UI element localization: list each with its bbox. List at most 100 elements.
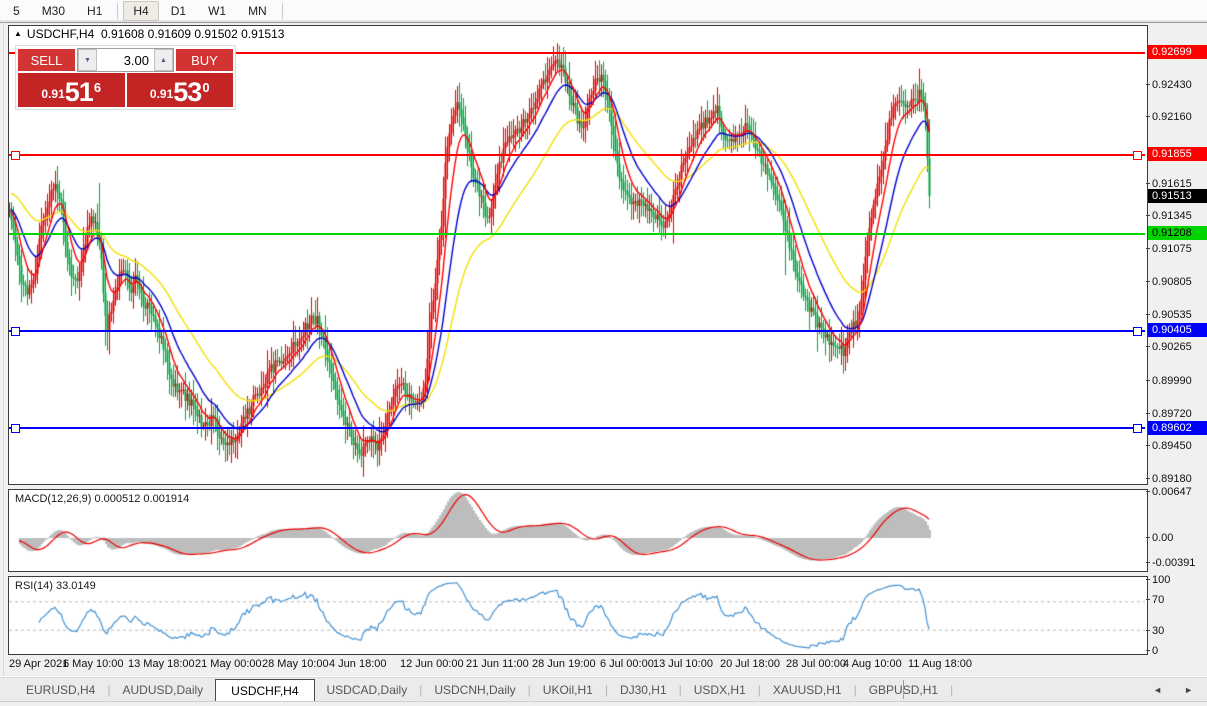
current-price-badge: 0.91513 (1148, 188, 1207, 203)
horizontal-line-0.92699[interactable] (9, 51, 1145, 54)
chart-tabs: EURUSD,H4 | AUDUSD,Daily USDCHF,H4 USDCAD,Da… (14, 677, 953, 702)
rsi-axis-label: 30 (1152, 625, 1165, 637)
tabs-scroll-right-icon[interactable]: ► (1184, 684, 1193, 695)
rsi-axis-label: 100 (1152, 574, 1171, 586)
price-tick-label: 0.89180 (1152, 473, 1192, 486)
rsi-axis-label: 70 (1152, 594, 1165, 606)
time-axis-label: 13 May 18:00 (128, 658, 195, 670)
price-tick-label: 0.90535 (1152, 308, 1192, 321)
line-handle[interactable] (11, 424, 20, 434)
price-axis[interactable]: 0.92430 0.92160 0.91615 0.91345 0.91075 0.908… (1148, 0, 1207, 706)
price-tick-label: 0.89450 (1152, 440, 1192, 453)
macd-axis-label: 0.00 (1152, 532, 1174, 544)
ask-price-pip: 0 (202, 80, 210, 95)
time-axis-label: 28 May 10:00 (262, 658, 329, 670)
tab-separator: | (419, 682, 423, 697)
tab-separator: | (853, 682, 857, 697)
chart-tab-usdcnh[interactable]: USDCNH,Daily (434, 682, 516, 697)
volume-increase-icon[interactable]: ▲ (154, 49, 173, 71)
toolbar-separator (281, 3, 283, 19)
volume-stepper: ▼ 3.00 ▲ (77, 48, 174, 72)
time-axis-label: 21 May 00:00 (195, 658, 262, 670)
macd-panel: MACD(12,26,9) 0.000512 0.001914 (8, 489, 1148, 572)
chart-title: ▲ USDCHF,H4 0.91608 0.91609 0.91502 0.915… (14, 27, 284, 41)
timeframe-toolbar: 5 M30 H1 H4 D1 W1 MN (0, 0, 1207, 23)
macd-axis-label: -0.00391 (1152, 557, 1196, 569)
horizontal-line-0.89602[interactable] (9, 427, 1145, 430)
buy-button[interactable]: BUY (176, 49, 233, 71)
rsi-canvas[interactable] (9, 577, 1145, 652)
toolbar-separator (117, 3, 119, 19)
time-axis-label: 6 May 10:00 (63, 658, 124, 670)
one-click-trade-panel: SELL ▼ 3.00 ▲ BUY 0.91 51 6 0.91 53 0 (15, 45, 236, 110)
rsi-panel: RSI(14) 33.0149 (8, 576, 1148, 655)
sell-button[interactable]: SELL (18, 49, 75, 71)
level-price-badge: 0.91855 (1148, 147, 1207, 162)
time-axis-label: 4 Aug 10:00 (843, 658, 902, 670)
chart-tab-bar: EURUSD,H4 | AUDUSD,Daily USDCHF,H4 USDCAD,Da… (0, 676, 1207, 702)
price-tick-label: 0.91075 (1152, 243, 1192, 256)
time-axis-label: 28 Jun 19:00 (532, 658, 596, 670)
time-axis-label: 11 Aug 18:00 (908, 658, 973, 670)
time-axis-label: 4 Jun 18:00 (329, 658, 387, 670)
chart-tab-usdx[interactable]: USDX,H1 (693, 682, 746, 697)
rsi-label: RSI(14) 33.0149 (15, 580, 96, 592)
ohlc-quotes: 0.91608 0.91609 0.91502 0.91513 (100, 27, 285, 41)
level-price-badge: 0.91208 (1148, 226, 1207, 240)
chart-tab-ukoil[interactable]: UKOil,H1 (542, 682, 593, 697)
timeframe-button-5[interactable]: 5 (13, 4, 20, 18)
tabs-scroll-left-icon[interactable]: ◄ (1153, 684, 1163, 695)
sell-price-box[interactable]: 0.91 51 6 (18, 73, 125, 107)
tab-separator: | (604, 682, 608, 697)
chart-tab-dj30[interactable]: DJ30,H1 (619, 682, 667, 697)
timeframe-button-h4[interactable]: H4 (123, 1, 159, 21)
macd-canvas[interactable] (9, 490, 1145, 569)
line-handle[interactable] (1133, 150, 1142, 160)
horizontal-line-0.91855[interactable] (9, 153, 1145, 156)
collapse-icon[interactable]: ▲ (14, 29, 22, 38)
chart-tab-eurusd[interactable]: EURUSD,H4 (26, 682, 96, 697)
ask-price-prefix: 0.91 (149, 87, 174, 101)
time-axis-label: 29 Apr 2021 (9, 658, 69, 670)
chart-tab-audusd[interactable]: AUDUSD,Daily (122, 682, 204, 697)
tab-separator: | (527, 682, 531, 697)
line-handle[interactable] (1133, 326, 1142, 336)
tab-separator: | (950, 682, 954, 697)
time-axis-label: 13 Jul 10:00 (653, 658, 713, 670)
price-tick-label: 0.92430 (1152, 78, 1192, 91)
buy-price-box[interactable]: 0.91 53 0 (126, 73, 233, 107)
bid-price-pip: 6 (93, 80, 102, 95)
price-tick-label: 0.92160 (1152, 111, 1192, 124)
tab-separator: | (678, 682, 682, 697)
window-left-edge (3, 22, 4, 676)
tab-separator: | (107, 682, 111, 697)
tab-separator: | (757, 682, 761, 697)
timeframe-button-w1[interactable]: W1 (208, 4, 227, 18)
chart-tab-usdchf[interactable]: USDCHF,H4 (215, 679, 315, 702)
line-handle[interactable] (1133, 424, 1142, 434)
timeframe-button-h1[interactable]: H1 (87, 4, 103, 18)
time-axis[interactable]: 29 Apr 2021 6 May 10:00 13 May 18:00 21 May… (8, 657, 1148, 673)
chart-tab-xauusd[interactable]: XAUUSD,H1 (772, 682, 842, 697)
symbol-timeframe: USDCHF,H4 (26, 27, 95, 41)
time-axis-label: 21 Jun 11:00 (466, 658, 529, 670)
horizontal-line-0.91208[interactable] (9, 232, 1145, 235)
price-tick-label: 0.89720 (1152, 407, 1192, 420)
price-tick-label: 0.90805 (1152, 275, 1192, 288)
main-chart-panel: SELL ▼ 3.00 ▲ BUY 0.91 51 6 0.91 53 0 (8, 25, 1148, 485)
chart-tab-usdcad[interactable]: USDCAD,Daily (326, 682, 408, 697)
horizontal-line-0.90405[interactable] (9, 329, 1145, 332)
price-tick-label: 0.89990 (1152, 374, 1192, 387)
level-price-badge: 0.92699 (1148, 45, 1207, 59)
timeframe-button-mn[interactable]: MN (248, 4, 267, 18)
volume-input[interactable]: 3.00 (123, 52, 149, 68)
line-handle[interactable] (11, 326, 20, 336)
line-handle[interactable] (11, 150, 20, 160)
time-axis-label: 12 Jun 00:00 (400, 658, 464, 670)
timeframe-button-d1[interactable]: D1 (170, 4, 187, 18)
bid-price-prefix: 0.91 (41, 87, 65, 101)
price-tick-label: 0.91345 (1152, 210, 1192, 223)
volume-decrease-icon[interactable]: ▼ (78, 49, 97, 71)
timeframe-button-m30[interactable]: M30 (41, 4, 66, 18)
